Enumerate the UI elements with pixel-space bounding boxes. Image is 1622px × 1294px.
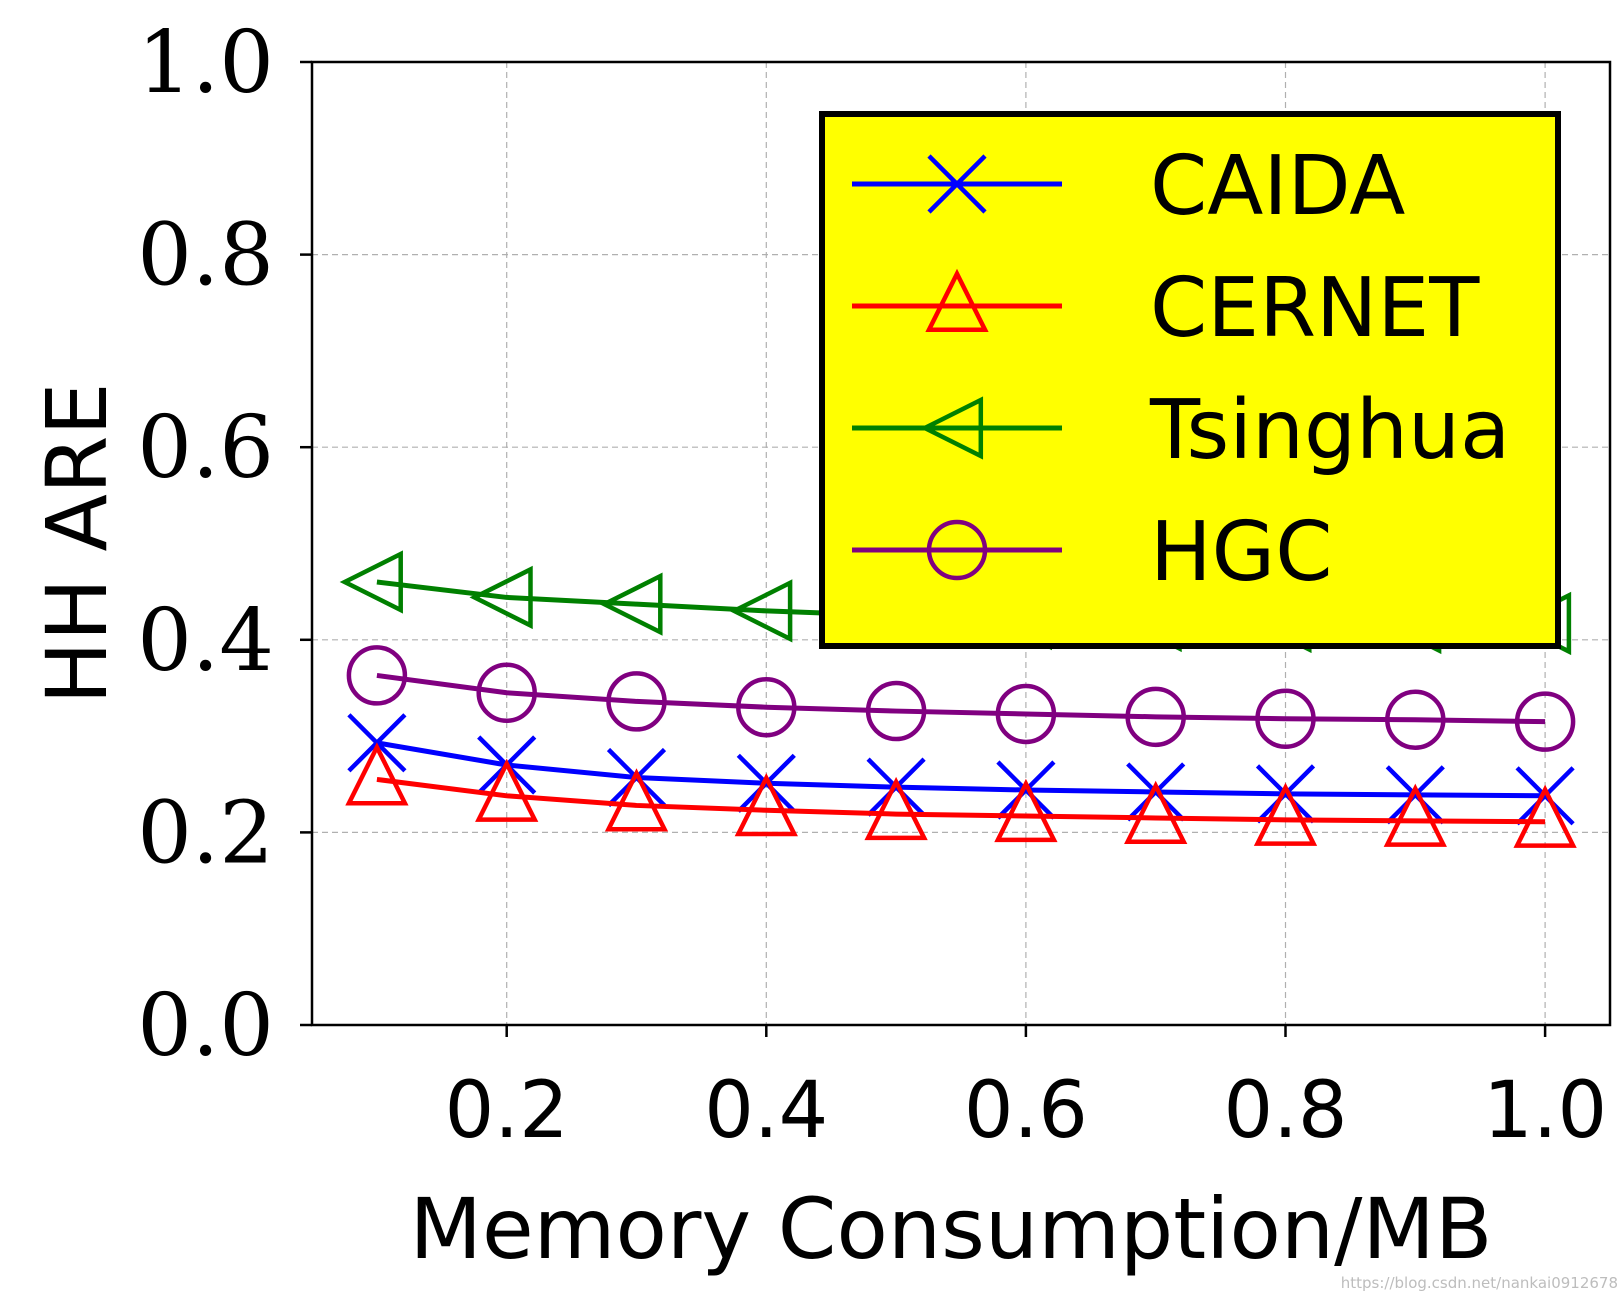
data-point-cernet-7 [1253,782,1318,846]
data-point-tsinghua-2 [599,572,663,636]
legend-box [819,111,1561,649]
data-point-caida-8 [1385,765,1445,825]
data-point-caida-7 [1255,764,1316,824]
data-point-hgc-9 [1514,691,1576,752]
series-hgc [346,645,1576,752]
y-axis-label: HH ARE [28,383,126,705]
data-point-cernet-6 [1124,780,1188,845]
axis-ticks: 0.2 0.4 0.6 0.8 1.0 0.0 0.2 0.4 0.6 0.8 1.0 [137,13,1607,1156]
x-tick-label-0: 0.2 [445,1066,569,1156]
legend-label-caida: CAIDA [1150,139,1405,234]
data-point-hgc-0 [346,645,408,706]
data-point-hgc-6 [1125,686,1186,748]
x-tick-label-2: 0.6 [964,1066,1088,1156]
data-point-hgc-5 [995,683,1057,745]
legend-entry-cernet: CERNET [852,261,1480,356]
data-point-tsinghua-1 [469,565,533,630]
legend-entry-tsinghua: Tsinghua [852,383,1510,478]
data-point-hgc-4 [865,680,927,742]
data-point-cernet-2 [604,768,669,832]
plot-area-frame [310,60,1612,1027]
legend-entry-hgc: HGC [852,505,1332,600]
legend-label-tsinghua: Tsinghua [1149,383,1510,478]
legend-entry-caida: CAIDA [852,139,1405,234]
data-point-caida-6 [1126,762,1186,822]
legend-label-hgc: HGC [1150,505,1332,600]
data-point-cernet-4 [864,776,928,841]
series-cernet [345,742,1577,848]
data-point-hgc-8 [1385,689,1446,750]
legend-marker-caida [927,154,987,214]
x-tick-label-3: 0.8 [1223,1066,1347,1156]
data-point-tsinghua-0 [339,550,403,614]
data-point-hgc-1 [476,662,537,724]
series-line-hgc [376,672,1546,725]
y-tick-label-4: 0.8 [137,206,274,306]
y-tick-label-5: 1.0 [137,13,274,113]
series-caida [347,713,1575,826]
data-point-caida-4 [866,757,926,817]
legend-label-cernet: CERNET [1150,261,1480,356]
legend-marker-cernet [925,268,989,333]
data-point-cernet-9 [1513,784,1577,848]
legend-marker-hgc [926,519,988,581]
y-tick-label-0: 0.0 [137,976,274,1076]
x-tick-label-1: 0.4 [704,1066,828,1156]
data-point-tsinghua-3 [729,579,793,643]
data-point-cernet-8 [1383,783,1447,847]
x-tick-label-4: 1.0 [1483,1066,1607,1156]
data-point-cernet-3 [734,773,798,837]
data-point-cernet-1 [475,758,539,822]
data-point-cernet-5 [994,778,1058,843]
data-point-caida-3 [736,753,796,813]
watermark: https://blog.csdn.net/nankai0912678 [1341,1274,1618,1292]
data-point-hgc-3 [736,676,797,738]
series-group [339,550,1577,848]
legend-marker-tsinghua [919,396,984,460]
x-axis-label: Memory Consumption/MB [409,1180,1492,1278]
data-point-cernet-0 [345,742,409,806]
data-point-hgc-2 [606,671,667,732]
series-line-cernet [376,776,1546,825]
y-tick-label-1: 0.2 [137,783,274,883]
data-point-caida-5 [996,760,1056,820]
data-point-hgc-7 [1255,688,1316,750]
series-line-caida [376,740,1546,799]
y-tick-label-2: 0.4 [137,591,274,691]
y-tick-label-3: 0.6 [137,398,274,498]
data-point-caida-9 [1515,766,1575,826]
legend: CAIDA CERNET Tsinghua HGC [819,111,1561,649]
